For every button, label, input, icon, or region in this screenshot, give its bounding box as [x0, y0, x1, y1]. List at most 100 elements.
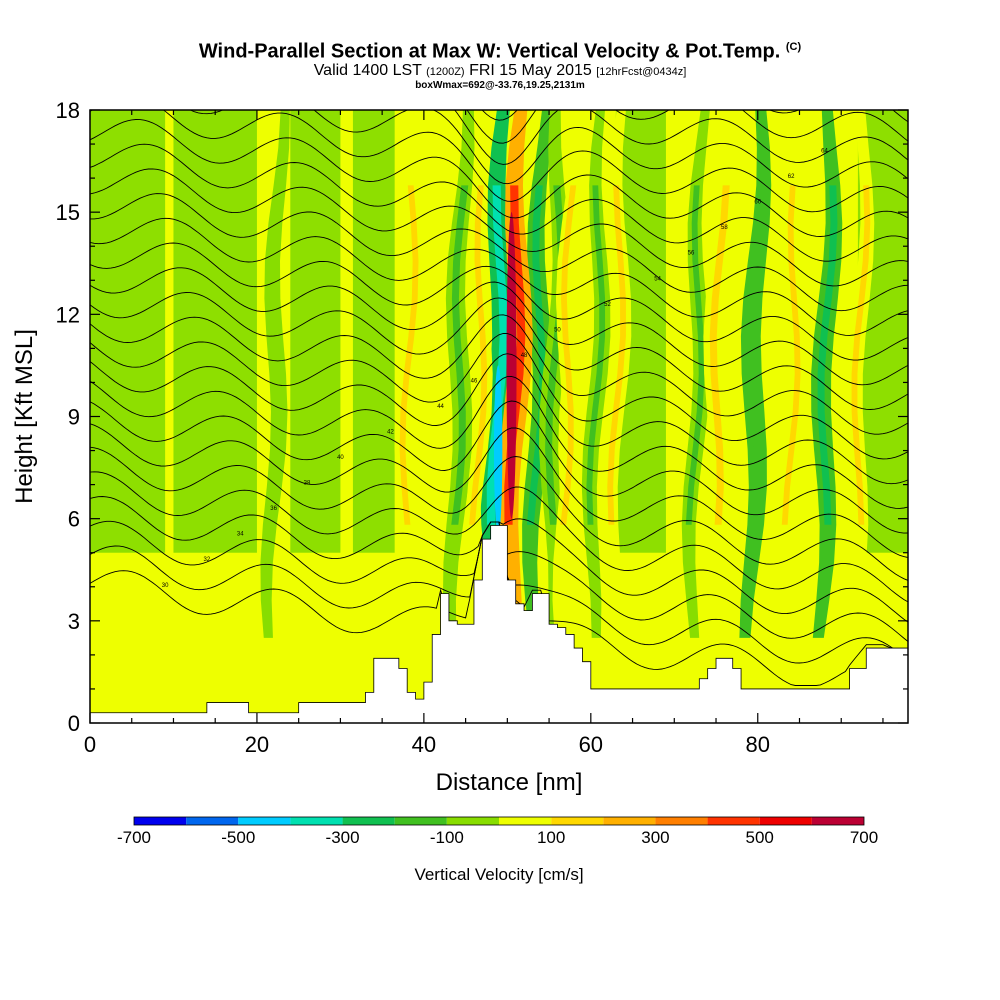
- colorbar-swatch: [342, 817, 395, 825]
- updraft-band-core-6: [607, 185, 626, 525]
- weak-downdraft-region-2: [290, 110, 341, 553]
- colorbar-swatch: [759, 817, 812, 825]
- colorbar-tick-label: 700: [850, 828, 878, 847]
- colorbar-tick-label: -700: [117, 828, 151, 847]
- chart-title: Wind-Parallel Section at Max W: Vertical…: [198, 40, 802, 63]
- isentrope-label: 60: [754, 200, 761, 206]
- y-axis-title: Height [Kft MSL]: [11, 329, 38, 504]
- isentrope-line-29: [90, 0, 908, 8]
- isentrope-line-10: [90, 333, 908, 460]
- downdraft-band-core-7: [685, 185, 705, 525]
- isentrope-line-8: [90, 375, 908, 509]
- colorbar-tick-label: 300: [641, 828, 669, 847]
- downdraft-band-core-0: [486, 185, 508, 525]
- x-axis-title: Distance [nm]: [436, 769, 583, 796]
- updraft-max-core: [506, 212, 517, 519]
- isentrope-line-14: [90, 242, 908, 361]
- isentrope-label: 40: [337, 455, 344, 461]
- downdraft-max-core: [493, 365, 503, 536]
- isentrope-label: 44: [437, 404, 444, 410]
- updraft-band-core-5: [399, 185, 419, 525]
- isentrope-contours: 30 32 34 36 38 40 42 44 46 48 50 52 54 56 58 60 62 64: [90, 0, 908, 686]
- isentrope-line-6: [90, 423, 908, 558]
- colorbar-tick-label: 100: [537, 828, 565, 847]
- colorbar-swatch: [811, 817, 864, 825]
- x-tick-label: 80: [746, 732, 770, 757]
- colorbar-tick-label: -100: [430, 828, 464, 847]
- isentrope-line-24: [481, 110, 908, 123]
- updraft-band-core-2: [560, 185, 577, 525]
- y-tick-label: 3: [68, 609, 80, 634]
- isentrope-label: 36: [270, 506, 277, 512]
- updraft-band-outer-3: [701, 110, 734, 638]
- chart-subtitle: Valid 1400 LST (1200Z) FRI 15 May 2015 […: [313, 61, 687, 79]
- colorbar-swatch: [446, 817, 499, 825]
- downdraft-band-core-3: [747, 185, 768, 525]
- isentrope-line-18: [90, 143, 908, 262]
- isentrope-label: 54: [654, 276, 661, 282]
- isentrope-line-20: [90, 110, 908, 213]
- colorbar-swatch: [551, 817, 604, 825]
- isentrope-label: 58: [721, 225, 728, 231]
- y-tick-label: 9: [68, 405, 80, 430]
- x-tick-label: 40: [412, 732, 436, 757]
- x-tick-label: 60: [579, 732, 603, 757]
- downdraft-band-core-6: [586, 185, 606, 525]
- colorbar-swatch: [238, 817, 291, 825]
- isentrope-label: 48: [521, 353, 528, 359]
- colorbar-tick-label: -300: [326, 828, 360, 847]
- colorbar-swatch: [134, 817, 187, 825]
- terrain-mask: [90, 525, 908, 723]
- isentrope-label: 42: [387, 430, 394, 436]
- isentrope-label: 30: [162, 583, 169, 589]
- downdraft-band-outer-3: [739, 110, 772, 638]
- weak-downdraft-region-1: [173, 110, 257, 553]
- isentrope-line-11: [90, 314, 908, 435]
- x-tick-label: 20: [245, 732, 269, 757]
- weak-downdraft-region-0: [90, 110, 166, 553]
- colorbar-tick-label: 500: [746, 828, 774, 847]
- weak-downdraft-region-3: [352, 110, 395, 553]
- colorbar-title: Vertical Velocity [cm/s]: [414, 865, 583, 884]
- colorbar-swatch: [186, 817, 239, 825]
- x-axis: 0 20 40 60 80 Distance [nm]: [84, 110, 884, 796]
- velocity-field: [90, 110, 908, 723]
- updraft-band-core-4: [851, 185, 871, 525]
- isentrope-line-5: [90, 446, 908, 581]
- y-tick-label: 15: [56, 200, 80, 225]
- isentrope-label: 32: [204, 557, 211, 563]
- isentrope-line-17: [90, 168, 908, 287]
- isentrope-line-25: [90, 0, 908, 102]
- colorbar-frame: [133, 816, 865, 826]
- downdraft-band-core-8: [266, 185, 283, 525]
- title-block: Wind-Parallel Section at Max W: Vertical…: [0, 36, 1000, 92]
- isentrope-label: 46: [471, 378, 478, 384]
- isentrope-line-7: [90, 400, 908, 534]
- y-tick-label: 0: [68, 711, 80, 736]
- isentrope-line-26: [90, 0, 908, 80]
- y-tick-label: 18: [56, 98, 80, 123]
- isentrope-label: 64: [821, 149, 828, 155]
- colorbar: -700 -500 -300 -100 100 300 500 700 Vertical Vel…: [117, 816, 878, 884]
- y-tick-label: 6: [68, 507, 80, 532]
- isentrope-line-9: [90, 353, 908, 485]
- x-tick-label: 0: [84, 732, 96, 757]
- isentrope-line-27: [90, 0, 908, 57]
- downdraft-band-core-4: [817, 185, 838, 525]
- isentrope-line-15: [90, 217, 908, 336]
- colorbar-swatch: [655, 817, 708, 825]
- colorbar-swatch: [707, 817, 760, 825]
- isentrope-line-13: [90, 267, 908, 386]
- y-tick-label: 12: [56, 302, 80, 327]
- isentrope-line-19: [90, 119, 908, 237]
- isentrope-label: 56: [688, 251, 695, 257]
- colorbar-swatch: [290, 817, 343, 825]
- wmax-box-label: boxWmax=692@-33.76,19.25,2131m: [415, 79, 585, 91]
- isentrope-label: 50: [554, 327, 561, 333]
- isentrope-label: 38: [304, 481, 311, 487]
- isentrope-line-16: [90, 193, 908, 312]
- copyright-mark: (C): [785, 41, 802, 53]
- isentrope-line-21: [189, 110, 908, 188]
